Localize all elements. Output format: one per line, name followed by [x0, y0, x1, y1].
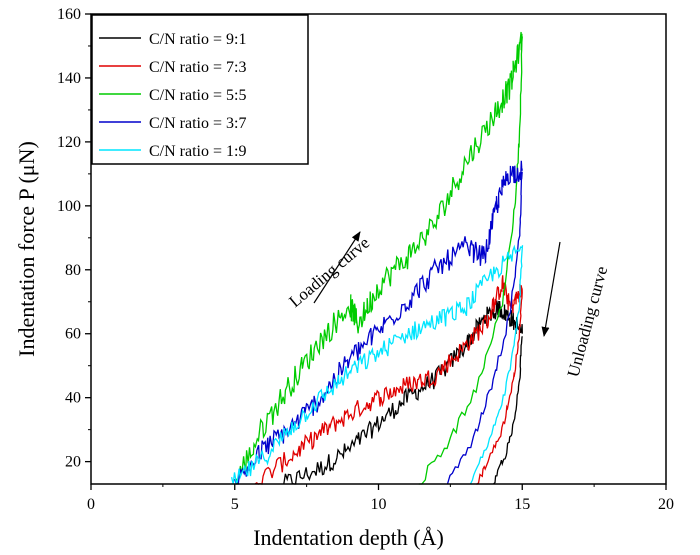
series-2-loading-line: [254, 275, 523, 485]
series-4: [234, 160, 523, 485]
legend-label-3: C/N ratio = 5:5: [149, 87, 246, 104]
series-5: [230, 244, 524, 485]
y-tick-label: 40: [65, 390, 81, 407]
series-4-unloading-line: [446, 171, 523, 485]
loading-arrow: [313, 231, 361, 304]
series-layer: [230, 31, 524, 485]
series-5-unloading-line: [469, 245, 524, 485]
series-4-loading-line: [234, 160, 523, 485]
legend-box: [91, 14, 309, 165]
y-axis-title: Indentation force P (μN): [14, 141, 39, 357]
x-tick-label: 10: [371, 496, 387, 513]
legend-label-4: C/N ratio = 3:7: [149, 115, 246, 132]
x-tick-label: 0: [87, 496, 95, 513]
y-tick-label: 80: [65, 262, 81, 279]
legend-label-5: C/N ratio = 1:9: [149, 143, 246, 160]
y-tick-label: 160: [57, 6, 81, 23]
x-axis-title: Indentation depth (Å): [253, 525, 444, 550]
legend-label-1: C/N ratio = 9:1: [149, 31, 246, 48]
series-1-unloading-line: [493, 336, 523, 485]
series-1-loading-line: [283, 300, 523, 485]
series-2: [254, 275, 523, 485]
y-tick-label: 140: [57, 70, 81, 87]
series-3-loading-line: [234, 31, 523, 484]
series-3-unloading-line: [418, 33, 523, 485]
legend-label-2: C/N ratio = 7:3: [149, 59, 246, 76]
annotation-unloading-curve: Unloading curve: [564, 264, 612, 379]
x-tick-label: 20: [658, 496, 674, 513]
axes: 0 5 10 15 20 20 40 60 80 100 120 140 160 Indentation …: [14, 6, 674, 550]
x-tick-label: 15: [514, 496, 530, 513]
y-tick-label: 120: [57, 134, 81, 151]
series-5-loading-line: [230, 244, 523, 485]
unloading-arrow: [541, 241, 561, 337]
y-tick-label: 60: [65, 326, 81, 343]
y-tick-label: 20: [65, 454, 81, 471]
series-3: [234, 31, 523, 485]
annotation-loading-curve: Loading curve: [285, 233, 373, 311]
y-tick-label: 100: [57, 198, 81, 215]
legend: C/N ratio = 9:1 C/N ratio = 7:3 C/N ratio …: [91, 14, 309, 165]
series-1: [283, 300, 523, 485]
x-tick-label: 5: [231, 496, 239, 513]
series-2-unloading-line: [476, 288, 523, 485]
